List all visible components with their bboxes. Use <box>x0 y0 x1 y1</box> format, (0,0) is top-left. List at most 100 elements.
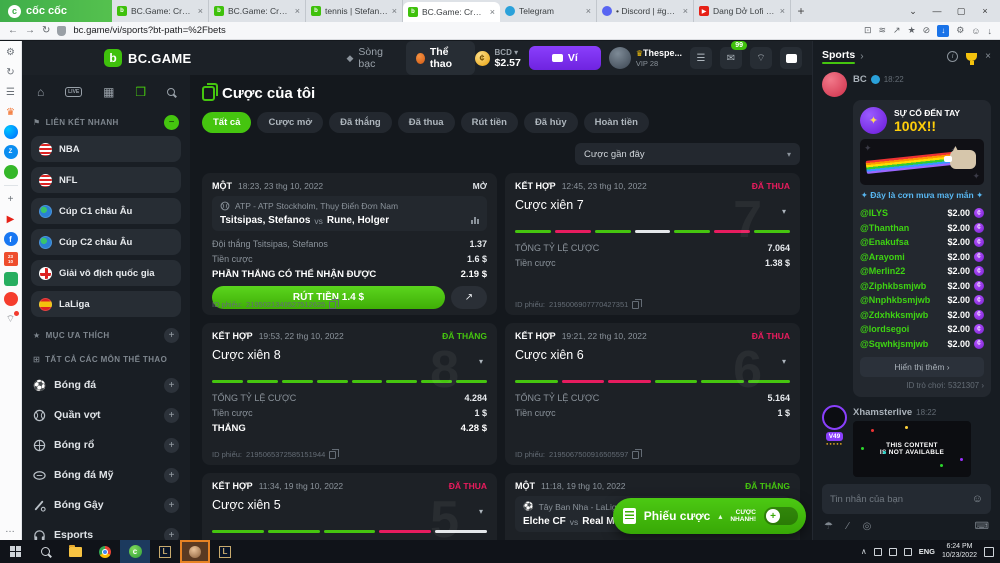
sidebar-item-cricket[interactable]: Bóng Gậy + <box>31 490 181 520</box>
bcgame-logo[interactable]: b BC.GAME <box>104 49 192 67</box>
sidebar-item-laliga[interactable]: LaLiga <box>31 291 181 317</box>
winner-name[interactable]: @Ziphkbsmjwb <box>860 280 927 291</box>
bet-card-parlay-6[interactable]: KẾT HỢP 19:21, 22 thg 10, 2022 ĐÃ THUA C… <box>505 323 800 465</box>
bet-card-single-open[interactable]: MỘT 18:23, 23 thg 10, 2022 MỞ ATP - ATP … <box>202 173 497 315</box>
winner-name[interactable]: @Sqwhkjsmjwb <box>860 338 929 349</box>
language-indicator[interactable]: ENG <box>918 547 935 556</box>
gif-keyboard-icon[interactable]: ⌨ <box>974 521 989 532</box>
my-bets-icon[interactable]: ❒ <box>135 85 147 99</box>
close-window-button[interactable]: × <box>982 6 988 16</box>
tab-close-icon[interactable]: × <box>779 6 785 16</box>
sidebar-item-esports[interactable]: Esports + <box>31 520 181 540</box>
adblock-icon[interactable]: ⊘ <box>922 25 931 35</box>
reading-list-icon[interactable]: ☰ <box>6 86 15 98</box>
home-icon[interactable]: ⌂ <box>37 85 45 99</box>
add-shortcut-icon[interactable]: + <box>7 193 14 205</box>
nav-sports[interactable]: Thể thao <box>406 41 475 75</box>
tab-bcgame-1[interactable]: bBC.Game: Crypto Casino× <box>112 0 209 22</box>
info-icon[interactable]: i <box>947 51 959 62</box>
network-icon[interactable] <box>873 547 882 556</box>
expand-caret-icon[interactable]: ▾ <box>478 507 483 516</box>
gift-icon[interactable] <box>3 272 18 286</box>
currency-selector[interactable]: ¢ BCD ▾ $2.57 <box>474 48 521 68</box>
winner-name[interactable]: @ILYS <box>860 208 888 219</box>
notifications-button[interactable]: ⌔ <box>750 47 772 69</box>
bet-card-parlay-7[interactable]: KẾT HỢP 12:45, 23 thg 10, 2022 ĐÃ THUA C… <box>505 173 800 315</box>
quick-bet-toggle[interactable]: + <box>764 507 798 525</box>
cashout-button[interactable]: RÚT TIỀN 1.4 $ <box>212 286 445 309</box>
sidebar-item-nba[interactable]: NBA <box>31 136 181 162</box>
emoji-picker-icon[interactable]: ☺ <box>971 493 983 505</box>
live-icon[interactable]: LIVE <box>65 87 83 97</box>
settings-gear-icon[interactable]: ⚙ <box>6 46 15 58</box>
screenshot-icon[interactable]: ⊡ <box>863 25 872 35</box>
facebook-shortcut-icon[interactable]: f <box>3 232 18 246</box>
expand-caret-icon[interactable]: ▾ <box>781 207 786 216</box>
bet-card-parlay-5[interactable]: KẾT HỢP 11:34, 19 thg 10, 2022 ĐÃ THUA C… <box>202 473 497 540</box>
messenger-icon[interactable] <box>3 125 18 139</box>
tab-close-icon[interactable]: × <box>585 6 591 16</box>
expand-esports-button[interactable]: + <box>164 527 179 540</box>
inbox-button[interactable]: ✉ 99 <box>720 41 747 69</box>
sidebar-item-ucl[interactable]: Cúp C1 châu Âu <box>31 198 181 224</box>
maximize-button[interactable]: ▢ <box>956 5 966 16</box>
winner-name[interactable]: @Thanthan <box>860 222 910 233</box>
bet-list-button[interactable]: ☰ <box>690 47 712 69</box>
bookmark-star-icon[interactable]: ★ <box>907 25 916 35</box>
games-icon[interactable] <box>3 165 18 179</box>
expand-caret-icon[interactable]: ▾ <box>478 357 483 366</box>
winner-name[interactable]: @Arayomi <box>860 251 905 262</box>
site-security-icon[interactable] <box>57 25 67 36</box>
back-icon[interactable]: ← <box>8 25 18 36</box>
bet-slip-button[interactable]: Phiếu cược ▴ CƯỢC NHANH! + <box>612 498 806 534</box>
game-id[interactable]: ID trò chơi: 5321307 › <box>906 381 984 390</box>
chevron-right-icon[interactable]: › <box>860 51 864 62</box>
copy-icon[interactable] <box>632 448 643 459</box>
shopee-icon[interactable] <box>3 292 18 306</box>
copy-icon[interactable] <box>329 448 340 459</box>
search-icon[interactable] <box>166 85 175 99</box>
tab-bcgame-2[interactable]: bBC.Game: Crypto Casino× <box>209 0 306 22</box>
filter-cashout[interactable]: Rút tiền <box>460 112 518 133</box>
share-icon[interactable]: ↗ <box>893 25 901 35</box>
winner-name[interactable]: @Enakufsa <box>860 237 909 248</box>
history-icon[interactable]: ↻ <box>6 66 15 78</box>
chrome-app[interactable] <box>90 540 120 563</box>
volume-icon[interactable] <box>903 547 912 556</box>
taskbar-search[interactable] <box>30 540 60 563</box>
file-explorer[interactable] <box>60 540 90 563</box>
filter-won[interactable]: Đã thắng <box>329 112 392 133</box>
chat-tab-sports[interactable]: Sports <box>822 49 856 64</box>
rain-feature-icon[interactable]: ☂ <box>824 521 833 532</box>
tab-telegram[interactable]: Telegram × <box>500 0 597 22</box>
tab-close-icon[interactable]: × <box>391 6 397 16</box>
bet-card-parlay-8[interactable]: KẾT HỢP 19:53, 22 thg 10, 2022 ĐÃ THẮNG … <box>202 323 497 465</box>
share-bet-button[interactable]: ↗ <box>451 286 487 309</box>
winner-name[interactable]: @Merlin22 <box>860 266 906 277</box>
expand-american-football-button[interactable]: + <box>164 467 179 483</box>
browser-brand[interactable]: c cốc cốc <box>0 0 112 22</box>
more-options-icon[interactable]: … <box>5 523 16 535</box>
minimize-button[interactable]: — <box>932 6 942 16</box>
winner-name[interactable]: @Nnphkbsmjwb <box>860 295 931 306</box>
winner-name[interactable]: @lordsegoi <box>860 324 910 335</box>
hot-trends-icon[interactable]: ♛ <box>6 106 15 118</box>
start-button[interactable] <box>0 540 30 563</box>
profile-icon[interactable]: ☺ <box>971 25 981 36</box>
expand-caret-icon[interactable]: ▾ <box>781 357 786 366</box>
tab-close-icon[interactable]: × <box>294 6 300 16</box>
sidebar-item-basketball[interactable]: Bóng rổ + <box>31 430 181 460</box>
schedule-icon[interactable]: ▦ <box>103 85 115 99</box>
league-client-app[interactable]: L <box>150 540 180 563</box>
trophy-icon[interactable] <box>966 52 978 65</box>
expand-tennis-button[interactable]: + <box>164 407 179 423</box>
filter-open[interactable]: Cược mở <box>257 112 324 133</box>
notification-bell-icon[interactable]: ⌔ <box>4 311 19 326</box>
sidebar-item-uel[interactable]: Cúp C2 châu Âu <box>31 229 181 255</box>
reload-icon[interactable]: ↻ <box>42 25 51 36</box>
filter-cancelled[interactable]: Đã hủy <box>523 112 578 133</box>
coccoc-app[interactable]: c <box>120 540 150 563</box>
user-avatar[interactable] <box>822 405 847 430</box>
expand-basketball-button[interactable]: + <box>164 437 179 453</box>
